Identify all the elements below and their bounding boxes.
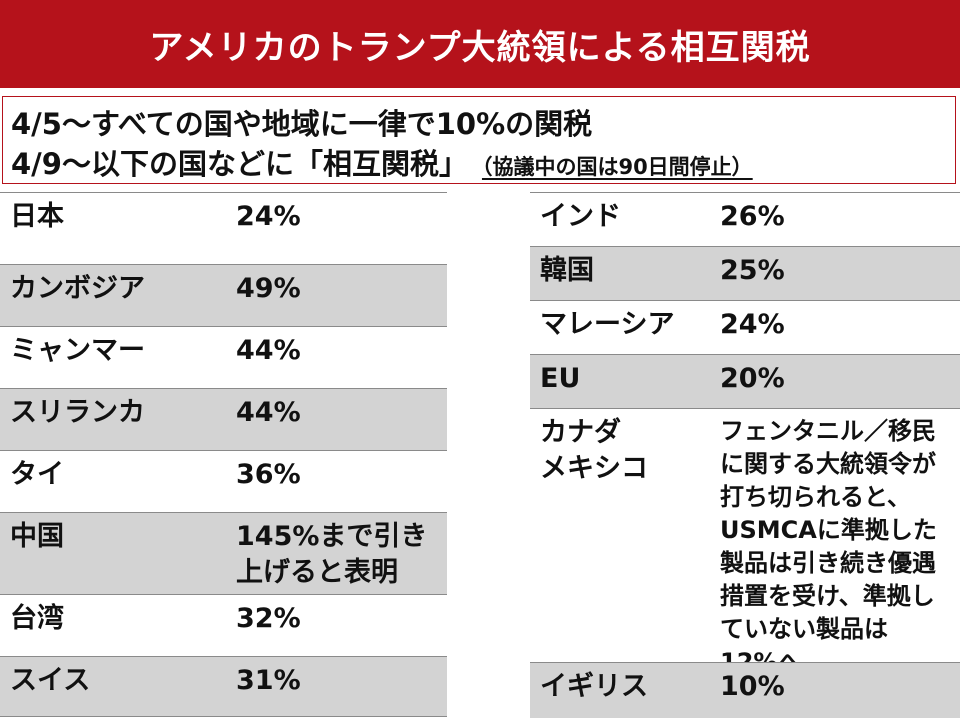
notice-note: （協議中の国は90日間停止） xyxy=(481,155,753,179)
country-name: イギリス xyxy=(540,671,648,702)
country-name: 日本 xyxy=(10,201,64,232)
tariff-rate: 10% xyxy=(720,671,785,702)
country-name: スリランカ xyxy=(10,397,145,428)
table-row: タイ 36% xyxy=(0,450,447,512)
country-name: 台湾 xyxy=(10,603,64,634)
table-bottom-border xyxy=(0,716,447,717)
country-name: インド xyxy=(540,201,621,232)
tariff-rate: 26% xyxy=(720,201,785,232)
tariff-rate: 44% xyxy=(236,335,301,366)
tariff-rate: 25% xyxy=(720,255,785,286)
table-row: カナダ メキシコ フェンタニル／移民 に関する大統領令が 打ち切られると、 US… xyxy=(530,408,960,676)
country-name: ミャンマー xyxy=(10,335,145,366)
table-row: カンボジア 49% xyxy=(0,264,447,326)
country-name: タイ xyxy=(10,459,64,490)
table-row: インド 26% xyxy=(530,192,960,246)
notice-line-1: 4/5～すべての国や地域に一律で10%の関税 xyxy=(11,107,593,141)
tariff-rate: 31% xyxy=(236,665,301,696)
country-name: 中国 xyxy=(10,521,64,552)
notice-box: 4/5～すべての国や地域に一律で10%の関税 4/9～以下の国などに「相互関税」… xyxy=(2,96,956,184)
table-row: イギリス 10% xyxy=(530,662,960,718)
tariff-rate: 24% xyxy=(720,309,785,340)
tariff-rate: 145%まで引き 上げると表明 xyxy=(236,521,428,588)
table-row: 中国 145%まで引き 上げると表明 xyxy=(0,512,447,594)
table-row: マレーシア 24% xyxy=(530,300,960,354)
country-name: カナダ メキシコ xyxy=(540,417,648,484)
country-name: カンボジア xyxy=(10,273,145,304)
tariff-rate: 20% xyxy=(720,363,785,394)
tariff-rate: 44% xyxy=(236,397,301,428)
tariff-rate: 24% xyxy=(236,201,301,232)
tariff-rate: 36% xyxy=(236,459,301,490)
tariff-rate: 49% xyxy=(236,273,301,304)
table-row: 台湾 32% xyxy=(0,594,447,656)
country-name: マレーシア xyxy=(540,309,675,340)
header-banner: アメリカのトランプ大統領による相互関税 xyxy=(0,0,960,88)
notice-line-2: 4/9～以下の国などに「相互関税」 （協議中の国は90日間停止） xyxy=(11,141,753,183)
page-title: アメリカのトランプ大統領による相互関税 xyxy=(149,27,811,68)
country-name: EU xyxy=(540,363,581,394)
table-row: ミャンマー 44% xyxy=(0,326,447,388)
table-row: 韓国 25% xyxy=(530,246,960,300)
tariff-rate-note: フェンタニル／移民 に関する大統領令が 打ち切られると、 USMCAに準拠した … xyxy=(720,417,937,676)
tariff-rate: 32% xyxy=(236,603,301,634)
table-row: スイス 31% xyxy=(0,656,447,716)
table-row: スリランカ 44% xyxy=(0,388,447,450)
country-name: スイス xyxy=(10,665,91,696)
table-row: EU 20% xyxy=(530,354,960,408)
notice-line-2-text: 4/9～以下の国などに「相互関税」 xyxy=(11,147,468,181)
table-row: 日本 24% xyxy=(0,192,447,264)
country-name: 韓国 xyxy=(540,255,594,286)
